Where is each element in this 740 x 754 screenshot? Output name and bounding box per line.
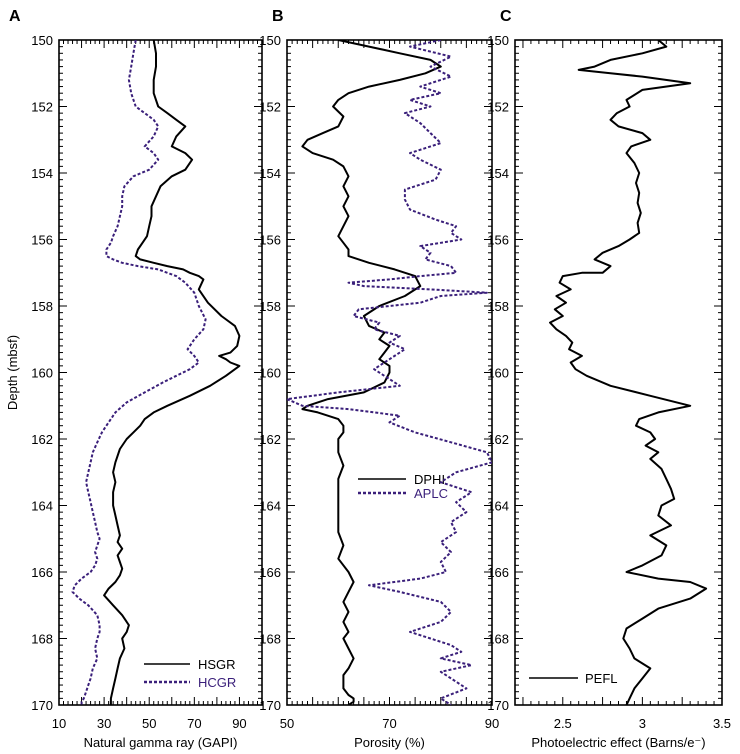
y-tick-label: 154 — [487, 166, 509, 181]
y-tick-label: 154 — [259, 166, 281, 181]
y-tick-label: 162 — [31, 432, 53, 447]
panel-a: A 150 152 154 156 158 160 162 164 166 168 170 10 30 50… — [5, 8, 263, 750]
y-tick-label: 168 — [259, 632, 281, 647]
y-tick-label: 164 — [487, 499, 509, 514]
panel-letter: B — [272, 8, 284, 25]
x-tick-label: 50 — [142, 716, 156, 731]
y-tick-label: 160 — [31, 366, 53, 381]
x-tick-label: 70 — [382, 716, 396, 731]
y-tick-label: 166 — [487, 565, 509, 580]
y-tick-label: 152 — [259, 100, 281, 115]
legend-label: APLC — [414, 486, 448, 501]
y-tick-label: 160 — [487, 366, 509, 381]
y-axis-label: Depth (mbsf) — [5, 335, 20, 410]
y-tick-label: 160 — [259, 366, 281, 381]
legend-label: HCGR — [198, 675, 236, 690]
legend-label: HSGR — [198, 657, 236, 672]
y-tick-label: 162 — [259, 432, 281, 447]
x-axis-label: Natural gamma ray (GAPI) — [84, 735, 238, 750]
y-tick-label: 156 — [487, 233, 509, 248]
legend-label: DPHI — [414, 472, 445, 487]
x-axis-label: Porosity (%) — [354, 735, 425, 750]
series-line-hsgr — [103, 40, 241, 705]
y-tick-label: 156 — [259, 233, 281, 248]
y-tick-label: 152 — [487, 100, 509, 115]
panel-c: C 150 152 154 156 158 160 162 164 166 168 170 2.5 3 3.… — [487, 8, 731, 750]
panel-frame — [514, 39, 723, 706]
series-line-dphi — [301, 40, 442, 705]
y-tick-label: 154 — [31, 166, 53, 181]
y-tick-label: 158 — [487, 299, 509, 314]
y-tick-label: 170 — [259, 698, 281, 713]
x-tick-label: 2.5 — [554, 716, 572, 731]
legend-label: PEFL — [585, 671, 618, 686]
x-tick-label: 30 — [97, 716, 111, 731]
y-tick-label: 162 — [487, 432, 509, 447]
y-tick-label: 158 — [259, 299, 281, 314]
y-tick-label: 166 — [31, 565, 53, 580]
y-tick-label: 168 — [31, 632, 53, 647]
x-tick-label: 3 — [639, 716, 646, 731]
y-tick-label: 152 — [31, 100, 53, 115]
x-tick-label: 70 — [187, 716, 201, 731]
panel-b: B 150 152 154 156 158 160 162 164 166 168 170 50 70 90… — [259, 8, 499, 750]
y-tick-label: 158 — [31, 299, 53, 314]
y-tick-label: 166 — [259, 565, 281, 580]
x-tick-label: 90 — [485, 716, 499, 731]
series-line-hcgr — [71, 40, 207, 705]
y-tick-label: 168 — [487, 632, 509, 647]
y-tick-label: 156 — [31, 233, 53, 248]
x-tick-label: 90 — [232, 716, 246, 731]
panel-letter: A — [9, 8, 21, 25]
y-tick-label: 170 — [487, 698, 509, 713]
panel-letter: C — [500, 8, 512, 25]
x-tick-label: 10 — [52, 716, 66, 731]
y-tick-label: 150 — [487, 33, 509, 48]
y-tick-label: 164 — [259, 499, 281, 514]
x-tick-label: 50 — [280, 716, 294, 731]
series-line-aplc — [287, 40, 492, 705]
x-axis-label: Photoelectric effect (Barns/e⁻) — [531, 735, 705, 750]
y-tick-label: 164 — [31, 499, 53, 514]
y-tick-label: 170 — [31, 698, 53, 713]
series-line-pefl — [549, 40, 708, 705]
y-tick-label: 150 — [259, 33, 281, 48]
y-tick-label: 150 — [31, 33, 53, 48]
x-tick-label: 3.5 — [713, 716, 731, 731]
